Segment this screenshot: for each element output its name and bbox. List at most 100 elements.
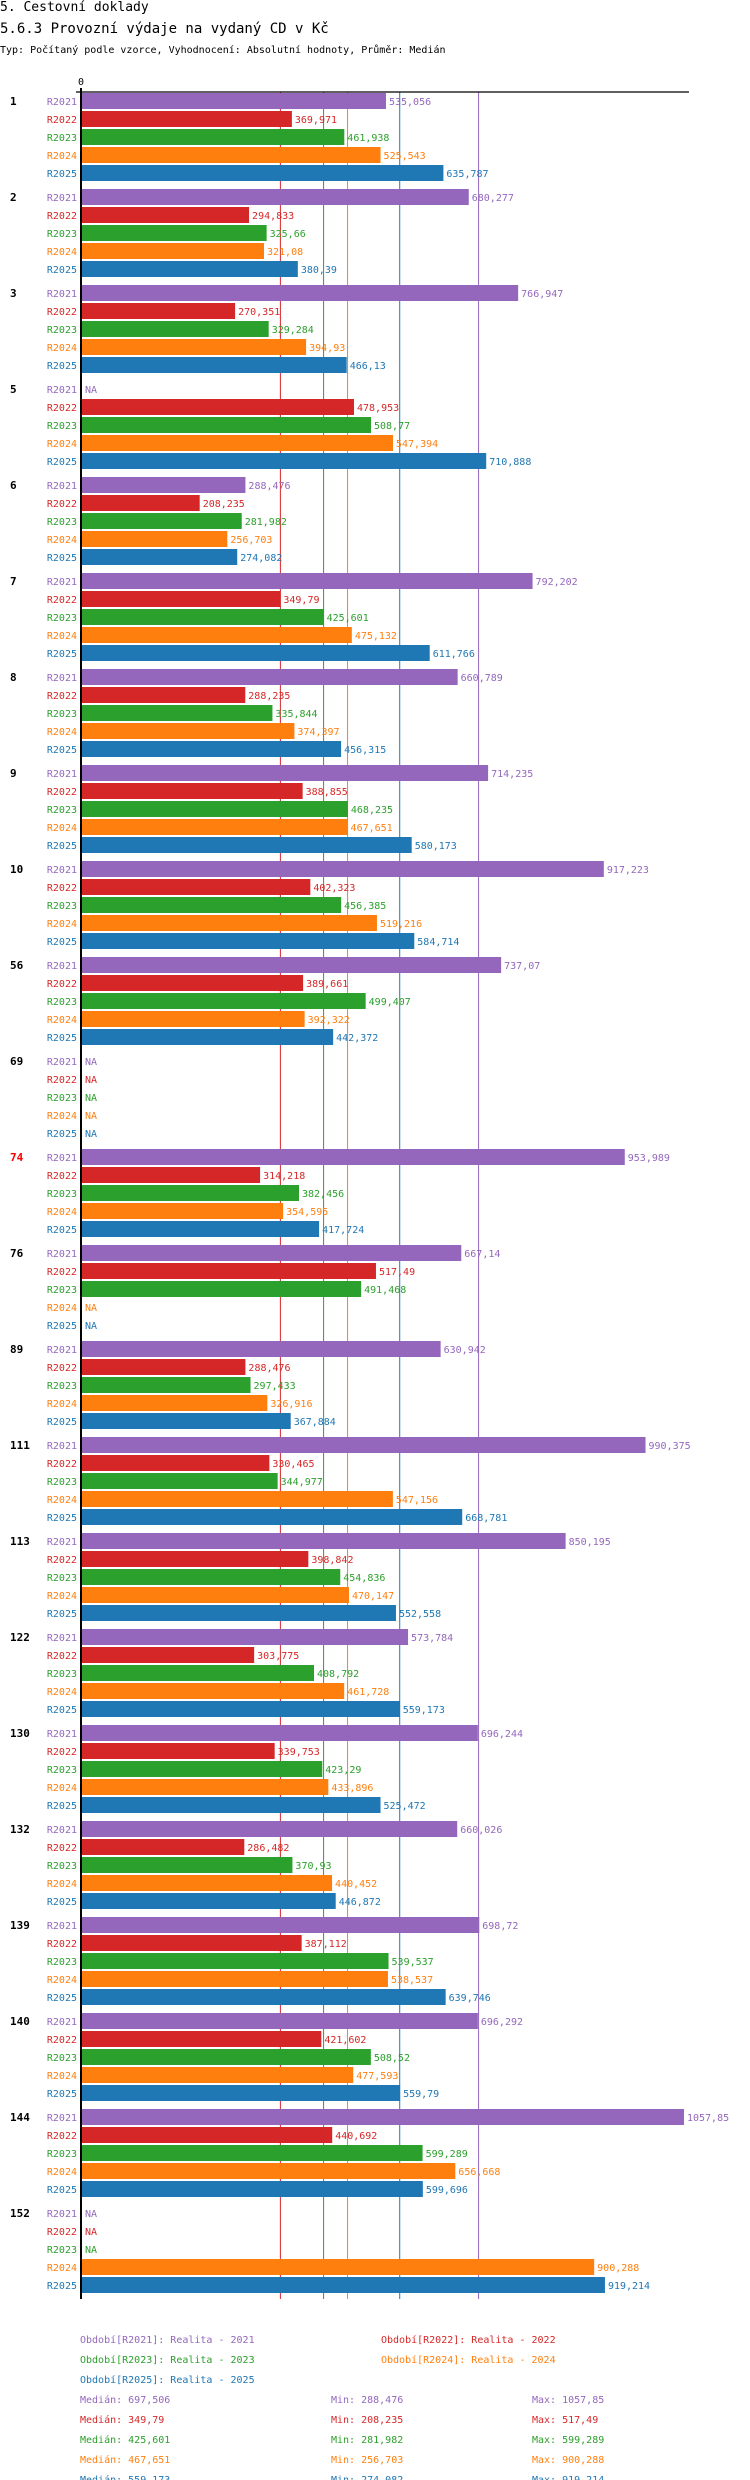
series-label: R2022: [47, 1747, 77, 1758]
bar-r2021: [82, 477, 246, 493]
series-label: R2025: [47, 1993, 77, 2004]
legend: Období[R2021]: Realita - 2021 Období[R202…: [80, 2334, 604, 2480]
data-label: 766,947: [521, 289, 563, 300]
data-label: 408,792: [317, 1669, 359, 1680]
category-label: 152: [10, 2207, 30, 2220]
series-label: R2022: [47, 307, 77, 318]
bar-r2024: [82, 1779, 329, 1795]
series-label: R2024: [47, 823, 77, 834]
category-group: 3 R2021 766,947 R2022 270,351 R2023 329,284 R20…: [10, 285, 563, 373]
bar-r2024: [82, 1971, 388, 1987]
data-label: 559,173: [403, 1705, 445, 1716]
series-label: R2025: [47, 2089, 77, 2100]
na-label: NA: [85, 1303, 97, 1314]
data-label: 281,982: [245, 517, 287, 528]
category-label: 113: [10, 1535, 30, 1548]
min-stat: Min: 208,235: [331, 2415, 403, 2426]
category-label: 5: [10, 383, 17, 396]
data-label: 517,49: [379, 1267, 415, 1278]
series-label: R2021: [47, 2017, 77, 2028]
series-label: R2023: [47, 1381, 77, 1392]
data-label: 499,407: [369, 997, 411, 1008]
data-label: 467,651: [351, 823, 393, 834]
data-label: 1057,85: [687, 2113, 729, 2124]
series-label: R2021: [47, 1057, 77, 1068]
series-label: R2025: [47, 1417, 77, 1428]
data-label: 402,323: [313, 883, 355, 894]
bar-r2025: [82, 549, 238, 565]
series-label: R2025: [47, 1129, 77, 1140]
bar-r2025: [82, 1797, 381, 1813]
series-label: R2024: [47, 1687, 77, 1698]
data-label: 539,537: [392, 1957, 434, 1968]
series-label: R2024: [47, 1495, 77, 1506]
bar-r2025: [82, 1509, 463, 1525]
category-group: 130 R2021 696,244 R2022 339,753 R2023 423,29 R2…: [10, 1725, 523, 1813]
category-label: 76: [10, 1247, 24, 1260]
data-label: 599,289: [426, 2149, 468, 2160]
category-label: 69: [10, 1055, 23, 1068]
bar-r2022: [82, 591, 281, 607]
data-label: 990,375: [649, 1441, 691, 1452]
data-label: 919,214: [608, 2281, 650, 2292]
bar-r2023: [82, 1761, 323, 1777]
bar-r2022: [82, 207, 250, 223]
axes: 0: [76, 77, 689, 2299]
bar-r2025: [82, 2181, 423, 2197]
series-label: R2024: [47, 247, 77, 258]
data-label: 456,315: [344, 745, 386, 756]
series-label: R2024: [47, 1399, 77, 1410]
bar-r2021: [82, 1629, 409, 1645]
max-stat: Max: 1057,85: [532, 2395, 604, 2406]
category-label: 2: [10, 191, 17, 204]
bar-r2024: [82, 531, 228, 547]
bar-r2024: [82, 627, 352, 643]
data-label: 440,692: [335, 2131, 377, 2142]
category-group: 89 R2021 630,942 R2022 288,476 R2023 297,433 R2…: [10, 1341, 486, 1429]
series-label: R2021: [47, 1729, 77, 1740]
series-label: R2024: [47, 1591, 77, 1602]
data-label: 466,13: [350, 361, 386, 372]
section-heading: 5. Cestovní doklady: [0, 0, 149, 15]
bar-r2023: [82, 1953, 389, 1969]
data-label: 288,476: [248, 481, 290, 492]
category-group: 113 R2021 850,195 R2022 398,842 R2023 454,836 R…: [10, 1533, 611, 1621]
series-label: R2023: [47, 997, 77, 1008]
series-label: R2024: [47, 2263, 77, 2274]
series-label: R2022: [47, 2131, 77, 2142]
series-label: R2024: [47, 1303, 77, 1314]
data-label: 329,284: [272, 325, 314, 336]
data-label: 508,77: [374, 421, 410, 432]
series-label: R2021: [47, 577, 77, 588]
data-label: 508,52: [374, 2053, 410, 2064]
bar-r2025: [82, 933, 415, 949]
series-label: R2022: [47, 2035, 77, 2046]
bar-r2023: [82, 129, 345, 145]
data-label: 559,79: [403, 2089, 439, 2100]
bar-r2024: [82, 1491, 393, 1507]
category-group: 1 R2021 535,056 R2022 369,971 R2023 461,938 R20…: [10, 93, 489, 181]
category-label: 89: [10, 1343, 23, 1356]
series-label: R2023: [47, 1669, 77, 1680]
data-label: 326,916: [270, 1399, 312, 1410]
data-label: 256,703: [230, 535, 272, 546]
bar-r2023: [82, 1665, 315, 1681]
data-label: 535,056: [389, 97, 431, 108]
series-label: R2021: [47, 2209, 77, 2220]
series-label: R2023: [47, 2053, 77, 2064]
series-label: R2023: [47, 805, 77, 816]
data-label: 552,558: [399, 1609, 441, 1620]
bar-r2022: [82, 1455, 270, 1471]
bar-r2025: [82, 741, 342, 757]
series-label: R2021: [47, 193, 77, 204]
bar-r2023: [82, 417, 371, 433]
data-label: 630,942: [444, 1345, 486, 1356]
data-label: 461,938: [347, 133, 389, 144]
series-label: R2023: [47, 613, 77, 624]
data-label: 635,787: [446, 169, 488, 180]
series-label: R2021: [47, 1153, 77, 1164]
series-label: R2024: [47, 439, 77, 450]
bar-r2021: [82, 1725, 478, 1741]
data-label: 382,456: [302, 1189, 344, 1200]
bar-r2025: [82, 2277, 605, 2293]
